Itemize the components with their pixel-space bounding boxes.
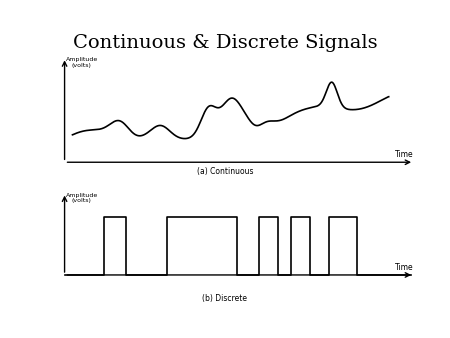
Text: City University of Hong Kong: City University of Hong Kong xyxy=(315,10,445,19)
Text: (a) Continuous: (a) Continuous xyxy=(197,167,253,176)
Text: Time: Time xyxy=(396,150,414,159)
Text: Time: Time xyxy=(396,263,414,272)
Text: Continuous & Discrete Signals: Continuous & Discrete Signals xyxy=(73,34,377,52)
Text: (b) Discrete: (b) Discrete xyxy=(202,294,248,303)
Text: Data Transmission: Data Transmission xyxy=(184,321,266,330)
Text: Department of Electronic Engineering: Department of Electronic Engineering xyxy=(5,10,176,19)
Text: EE3900 Computer Networks: EE3900 Computer Networks xyxy=(5,321,133,330)
Text: Amplitude
(volts): Amplitude (volts) xyxy=(66,57,98,68)
Text: Slide 1: Slide 1 xyxy=(414,321,445,330)
Text: Amplitude
(volts): Amplitude (volts) xyxy=(66,193,98,203)
